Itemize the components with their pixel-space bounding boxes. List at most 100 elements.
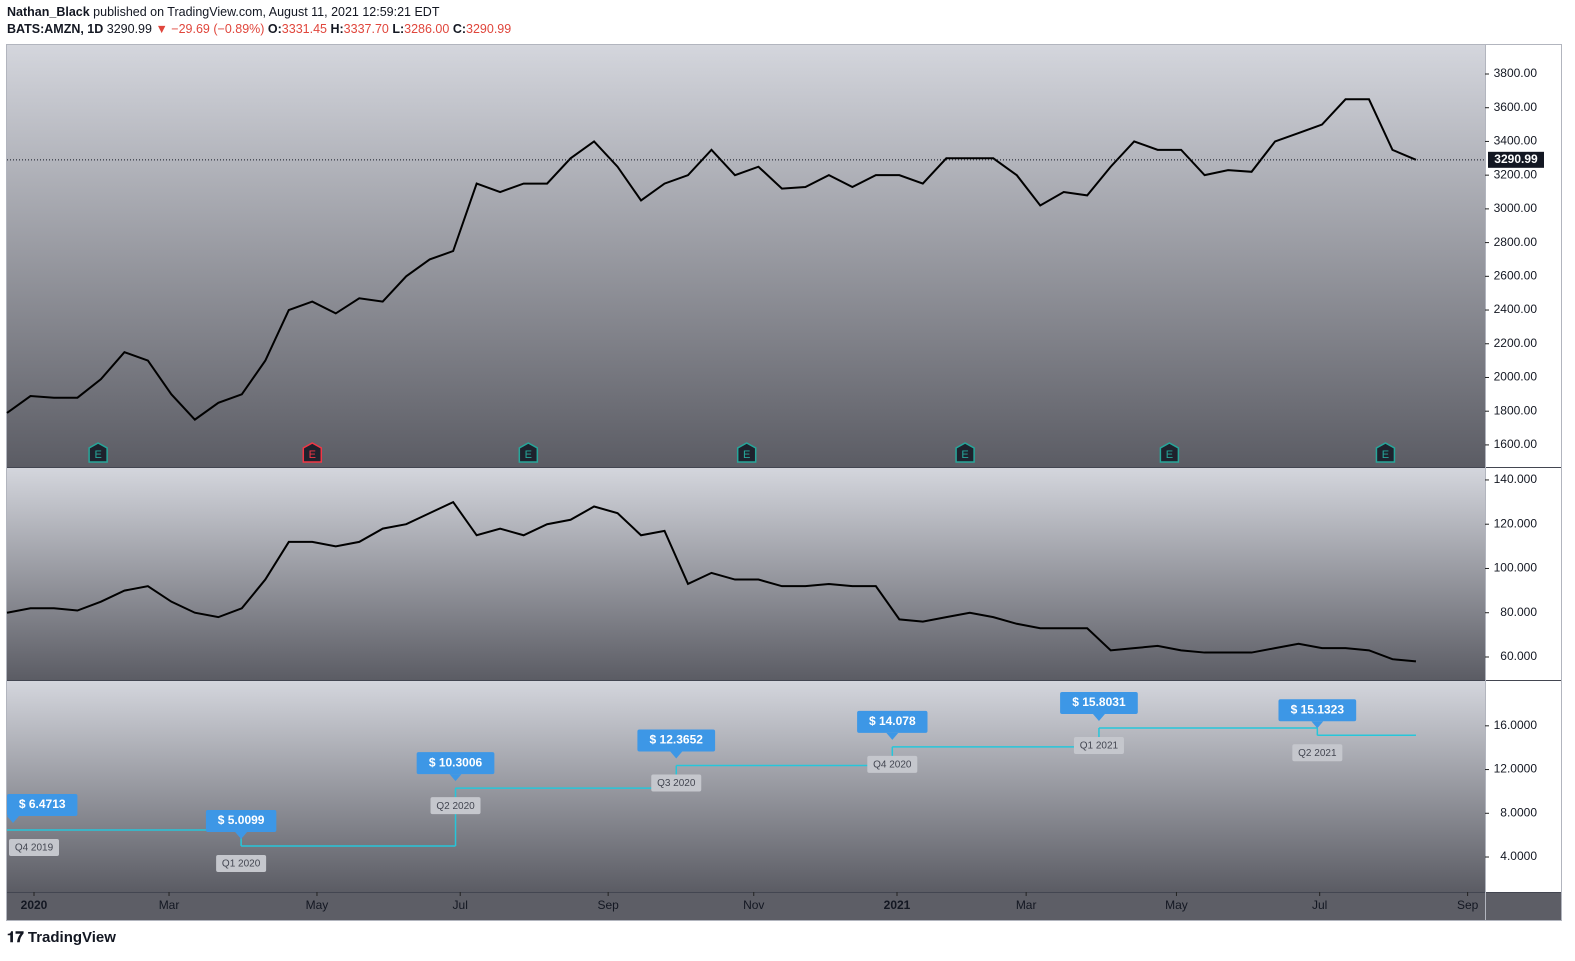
x-tick-label: Nov xyxy=(743,898,764,912)
ohlc: O:3331.45 H:3337.70 L:3286.00 C:3290.99 xyxy=(268,22,511,36)
quarter-label: Q2 2020 xyxy=(436,801,475,812)
x-tick-label: Sep xyxy=(597,898,619,912)
x-tick-label: May xyxy=(306,898,329,912)
earnings-label: E xyxy=(1382,449,1389,461)
eps-value-label: $ 10.3006 xyxy=(429,755,483,769)
eps-value-label: $ 5.0099 xyxy=(218,813,265,827)
x-tick-label: May xyxy=(1165,898,1188,912)
quarter-box xyxy=(1292,744,1343,762)
y-tick-label: 2000.00 xyxy=(1494,370,1538,384)
y-tick-label: 3200.00 xyxy=(1494,167,1538,181)
quarter-label: Q1 2021 xyxy=(1080,741,1119,752)
y-tick-label: 2400.00 xyxy=(1494,302,1538,316)
y-tick-label: 3000.00 xyxy=(1494,201,1538,215)
earnings-marker xyxy=(1375,442,1396,463)
price-line xyxy=(6,98,1417,421)
earnings-label: E xyxy=(1166,449,1173,461)
y-tick-label: 3400.00 xyxy=(1494,134,1538,148)
y-tick-label: 80.000 xyxy=(1500,605,1537,619)
eps-value-pointer xyxy=(235,831,248,839)
quarter-label: Q4 2020 xyxy=(873,759,912,770)
published: published on TradingView.com, August 11,… xyxy=(93,5,440,19)
author: Nathan_Black xyxy=(7,5,90,19)
time-axis-bg xyxy=(7,892,1485,920)
y-tick-label: 3600.00 xyxy=(1494,100,1538,114)
x-tick-label: Mar xyxy=(1016,898,1037,912)
ohlc-label: H: xyxy=(330,22,344,36)
eps-value-label: $ 15.8031 xyxy=(1072,695,1126,709)
eps-value-pointer xyxy=(449,774,462,782)
symbol: BATS:AMZN, 1D xyxy=(7,22,104,36)
y-tick-label: 1600.00 xyxy=(1494,437,1538,451)
eps-value-box xyxy=(1278,699,1357,722)
eps-value-pointer xyxy=(1092,713,1105,721)
eps-value-box xyxy=(857,710,928,733)
quarter-box xyxy=(1073,736,1124,754)
ohlc-value: 3331.45 xyxy=(281,22,327,36)
eps-value-pointer xyxy=(886,732,899,740)
earnings-label: E xyxy=(525,449,532,461)
brand-logo: 𝟏𝟕 TradingView xyxy=(7,929,116,946)
eps-value-box xyxy=(416,752,495,775)
quarter-label: Q2 2021 xyxy=(1298,748,1337,759)
change: ▼ −29.69 (−0.89%) xyxy=(155,22,265,36)
eps-value-box xyxy=(637,729,716,752)
eps-value-label: $ 12.3652 xyxy=(650,733,704,747)
earnings-label: E xyxy=(309,449,316,461)
quarter-label: Q4 2019 xyxy=(15,843,54,854)
quarter-label: Q3 2020 xyxy=(657,778,696,789)
x-tick-label: 2020 xyxy=(21,898,48,912)
y-tick-label: 16.0000 xyxy=(1494,718,1538,732)
eps-value-box xyxy=(7,793,78,816)
y-tick-label: 12.0000 xyxy=(1494,762,1538,776)
brand: TradingView xyxy=(27,929,116,946)
price-line xyxy=(6,500,1417,663)
y-tick-label: 2600.00 xyxy=(1494,268,1538,282)
x-tick-label: Mar xyxy=(159,898,180,912)
eps-value-pointer xyxy=(1311,721,1324,729)
eps-value-label: $ 14.078 xyxy=(869,714,916,728)
earnings-marker xyxy=(88,442,108,463)
eps-value-label: $ 6.4713 xyxy=(19,797,66,811)
y-tick-label: 4.0000 xyxy=(1500,849,1537,863)
quarter-box xyxy=(651,774,702,792)
pane-bg xyxy=(7,45,1485,467)
ohlc-value: 3290.99 xyxy=(466,22,512,36)
earnings-label: E xyxy=(743,449,750,461)
ohlc-label: L: xyxy=(392,22,405,36)
x-tick-label: Jul xyxy=(453,898,468,912)
x-tick-label: Jul xyxy=(1312,898,1327,912)
eps-value-box xyxy=(205,809,277,832)
eps-value-label: $ 15.1323 xyxy=(1291,702,1345,716)
x-tick-label: 2021 xyxy=(884,898,911,912)
chart: 2020 Mar May Jul Sep Nov 2021 Mar May Jul Sep 1600.… xyxy=(6,44,1562,921)
header: Nathan_Black published on TradingView.co… xyxy=(7,4,511,38)
earnings-marker xyxy=(518,442,539,463)
eps-value-pointer xyxy=(670,751,683,759)
y-tick-label: 120.000 xyxy=(1494,516,1538,530)
pane-bg xyxy=(7,468,1485,680)
eps-value-pointer xyxy=(7,815,19,823)
y-tick-label: 2200.00 xyxy=(1494,336,1538,350)
y-tick-label: 8.0000 xyxy=(1500,805,1537,819)
time-axis-bg xyxy=(1485,892,1561,920)
ohlc-value: 3337.70 xyxy=(343,22,389,36)
earnings-marker xyxy=(736,442,757,463)
y-tick-label: 3800.00 xyxy=(1494,66,1538,80)
earnings-marker xyxy=(1159,442,1180,463)
earnings-marker xyxy=(302,442,323,463)
earnings-label: E xyxy=(961,449,968,461)
y-tick-label: 1800.00 xyxy=(1494,403,1538,417)
last: 3290.99 xyxy=(106,22,152,36)
y-tick-label: 2800.00 xyxy=(1494,235,1538,249)
x-tick-label: Sep xyxy=(1457,898,1479,912)
quarter-box xyxy=(9,838,59,856)
ohlc-value: 3286.00 xyxy=(404,22,450,36)
quarter-box xyxy=(430,797,481,815)
last-price-box xyxy=(1488,151,1544,168)
last-price-label: 3290.99 xyxy=(1494,152,1538,166)
y-tick-label: 60.000 xyxy=(1500,649,1537,663)
ohlc-label: C: xyxy=(452,22,467,36)
quarter-box xyxy=(867,755,918,773)
